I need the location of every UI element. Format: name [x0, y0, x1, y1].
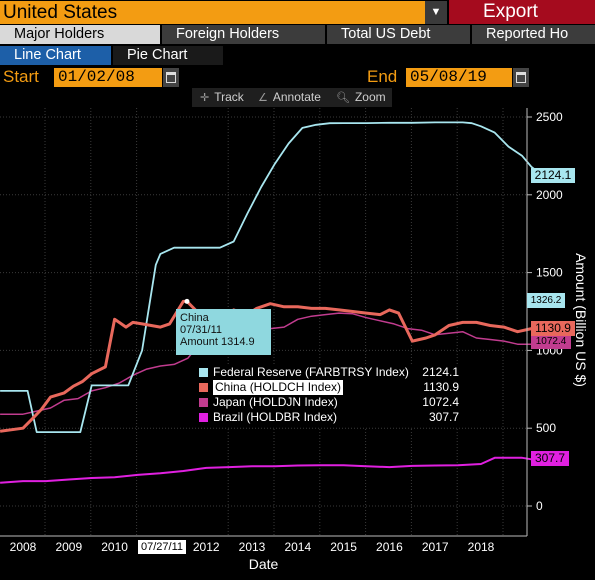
- tab-bar: Major Holders Foreign Holders Total US D…: [0, 25, 595, 44]
- zoom-tool[interactable]: 🔍︎ Zoom: [336, 88, 386, 107]
- tab-pie-chart[interactable]: Pie Chart: [113, 46, 223, 65]
- legend-swatch: [199, 398, 208, 407]
- tab-reported-holders[interactable]: Reported Ho: [472, 25, 595, 44]
- x-tick-label: 2010: [101, 540, 128, 554]
- start-calendar-icon[interactable]: [163, 68, 179, 87]
- value-tag-china: 1130.9: [531, 321, 575, 336]
- chart-grid: [0, 108, 527, 536]
- x-tick-label: 2008: [10, 540, 37, 554]
- legend-label: Japan (HOLDJN Index): [213, 395, 338, 409]
- x-axis-hover-date: 07/27/11: [138, 540, 186, 554]
- x-tick-label: 2018: [468, 540, 495, 554]
- series-line-federal: [0, 121, 544, 434]
- pencil-icon: ∠: [258, 92, 268, 104]
- magnifier-icon: 🔍︎: [336, 92, 350, 104]
- legend-label: Federal Reserve (FARBTRSY Index): [213, 365, 409, 379]
- value-tag-brazil: 307.7: [531, 451, 569, 466]
- zoom-label: Zoom: [354, 90, 386, 104]
- track-tool[interactable]: ✛ Track: [200, 88, 244, 107]
- value-tag-fed-hover: 1326.2: [527, 293, 565, 308]
- series-line-brazil: [0, 456, 543, 484]
- tooltip-date: 07/31/11: [180, 324, 223, 336]
- chart-toolbar: ✛ Track ∠ Annotate 🔍︎ Zoom: [192, 88, 392, 107]
- x-tick-label: 2016: [376, 540, 403, 554]
- legend-item-brazil[interactable]: Brazil (HOLDBR Index) 307.7: [197, 410, 459, 425]
- legend-swatch: [199, 368, 208, 377]
- y-tick-label: 500: [536, 421, 556, 435]
- x-tick-label: 2012: [193, 540, 220, 554]
- export-button[interactable]: Export: [449, 0, 572, 24]
- y-axis-label: Amount (Billion US $): [566, 230, 595, 410]
- legend-label: Brazil (HOLDBR Index): [213, 410, 338, 424]
- crosshair-icon: ✛: [200, 92, 210, 104]
- legend-item-china[interactable]: China (HOLDCH Index) 1130.9: [197, 380, 459, 395]
- value-tag-federal-reserve: 2124.1: [531, 168, 575, 183]
- x-axis-label: Date: [248, 556, 279, 572]
- legend-value: 1130.9: [423, 380, 459, 394]
- legend-swatch: [199, 413, 208, 422]
- x-tick-label: 2014: [284, 540, 311, 554]
- annotate-label: Annotate: [272, 90, 321, 104]
- series-line-japan: [0, 312, 544, 415]
- x-tick-label: 2017: [422, 540, 449, 554]
- value-tag-japan: 1072.4: [531, 334, 571, 349]
- legend-value: 2124.1: [422, 365, 459, 379]
- legend-label: China (HOLDCH Index): [213, 380, 344, 395]
- y-tick-label: 2000: [536, 188, 563, 202]
- date-range-row: Start 01/02/08 End 05/08/19: [0, 67, 595, 87]
- legend-swatch: [199, 383, 208, 392]
- y-axis-label-text: Amount (Billion US $): [573, 253, 589, 387]
- tab-foreign-holders[interactable]: Foreign Holders: [162, 25, 325, 44]
- x-tick-label: 2013: [239, 540, 266, 554]
- export-button-edge[interactable]: [572, 0, 595, 24]
- legend-item-japan[interactable]: Japan (HOLDJN Index) 1072.4: [197, 395, 459, 410]
- x-tick-label: 2009: [55, 540, 82, 554]
- legend-value: 1072.4: [422, 395, 459, 409]
- chart-series: [0, 121, 544, 484]
- y-tick-label: 2500: [536, 110, 563, 124]
- chart-legend: Federal Reserve (FARBTRSY Index) 2124.1 …: [197, 365, 459, 427]
- end-calendar-icon[interactable]: [513, 68, 529, 87]
- tab-line-chart[interactable]: Line Chart: [0, 46, 111, 65]
- title-bar: United States ▼ Export: [0, 0, 595, 24]
- tooltip-series: China: [180, 312, 209, 324]
- y-tick-label: 0: [536, 499, 543, 513]
- start-date-input[interactable]: 01/02/08: [54, 68, 162, 87]
- start-label: Start: [3, 67, 39, 86]
- hover-point: [184, 298, 190, 304]
- end-label: End: [367, 67, 398, 86]
- legend-value: 307.7: [428, 410, 459, 424]
- annotate-tool[interactable]: ∠ Annotate: [258, 88, 321, 107]
- end-date-input[interactable]: 05/08/19: [406, 68, 512, 87]
- hover-tooltip: China 07/31/11 Amount 1314.9: [176, 309, 271, 355]
- tooltip-amount: Amount 1314.9: [180, 336, 255, 348]
- country-select-field[interactable]: United States: [0, 1, 425, 24]
- tab-major-holders[interactable]: Major Holders: [0, 25, 160, 44]
- track-label: Track: [214, 90, 244, 104]
- tab-total-us-debt[interactable]: Total US Debt: [327, 25, 470, 44]
- legend-item-federal-reserve[interactable]: Federal Reserve (FARBTRSY Index) 2124.1: [197, 365, 459, 380]
- caret-down-icon[interactable]: ▼: [425, 1, 447, 24]
- y-tick-label: 1500: [536, 266, 563, 280]
- x-tick-label: 2015: [330, 540, 357, 554]
